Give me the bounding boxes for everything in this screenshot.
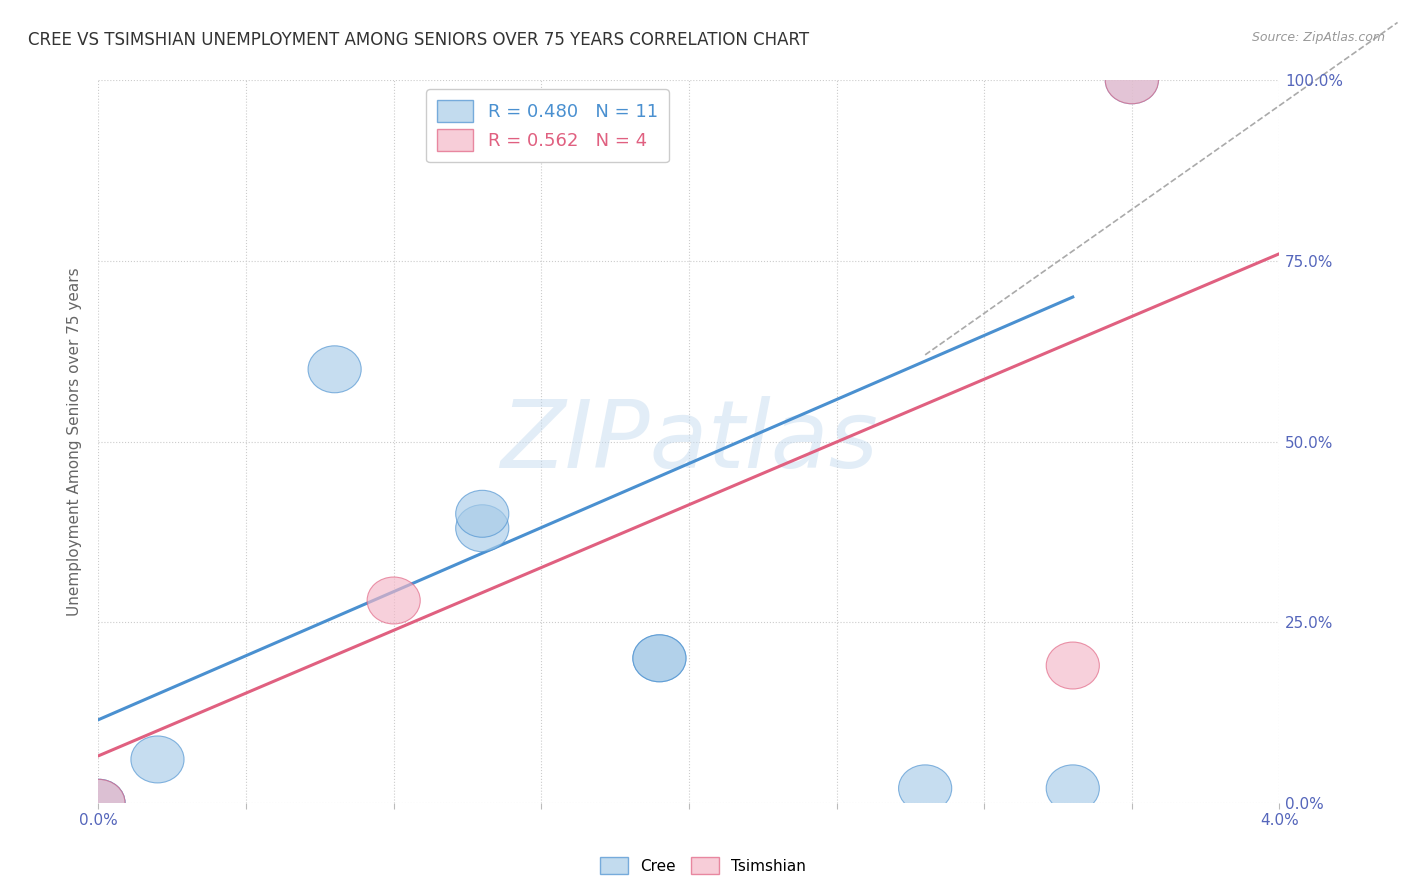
Legend: R = 0.480   N = 11, R = 0.562   N = 4: R = 0.480 N = 11, R = 0.562 N = 4 <box>426 89 669 162</box>
Legend: Cree, Tsimshian: Cree, Tsimshian <box>595 851 811 880</box>
Ellipse shape <box>633 635 686 681</box>
Ellipse shape <box>456 491 509 537</box>
Ellipse shape <box>367 577 420 624</box>
Ellipse shape <box>1046 642 1099 689</box>
Text: Source: ZipAtlas.com: Source: ZipAtlas.com <box>1251 31 1385 45</box>
Ellipse shape <box>633 635 686 681</box>
Text: ZIPatlas: ZIPatlas <box>501 396 877 487</box>
Ellipse shape <box>1105 57 1159 103</box>
Ellipse shape <box>131 736 184 783</box>
Ellipse shape <box>72 780 125 826</box>
Ellipse shape <box>1105 57 1159 103</box>
Ellipse shape <box>1046 764 1099 812</box>
Y-axis label: Unemployment Among Seniors over 75 years: Unemployment Among Seniors over 75 years <box>67 268 83 615</box>
Ellipse shape <box>72 780 125 826</box>
Ellipse shape <box>456 505 509 552</box>
Text: CREE VS TSIMSHIAN UNEMPLOYMENT AMONG SENIORS OVER 75 YEARS CORRELATION CHART: CREE VS TSIMSHIAN UNEMPLOYMENT AMONG SEN… <box>28 31 810 49</box>
Ellipse shape <box>72 780 125 826</box>
Ellipse shape <box>308 346 361 392</box>
Ellipse shape <box>898 764 952 812</box>
